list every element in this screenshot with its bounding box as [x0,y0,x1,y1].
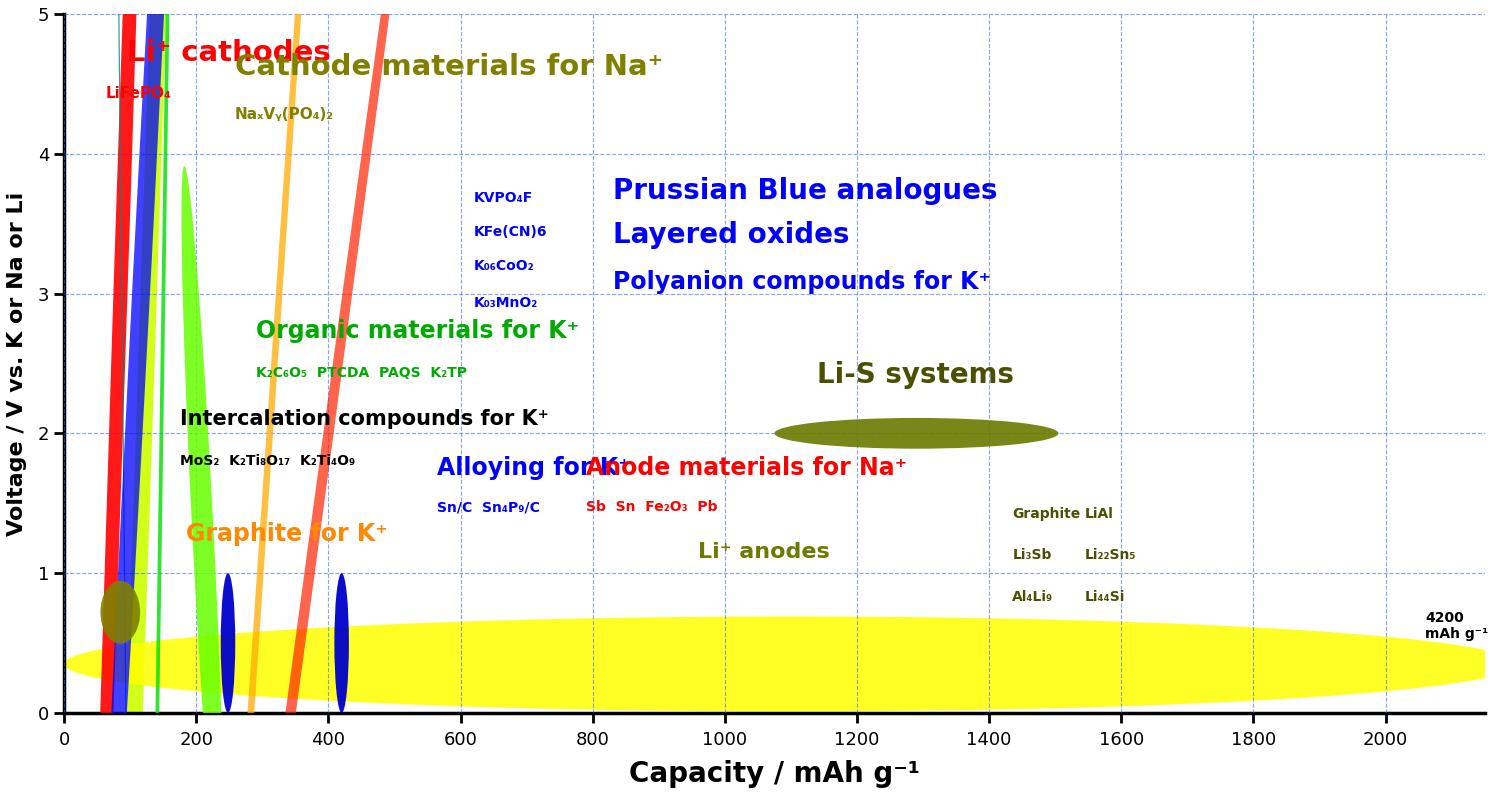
Ellipse shape [221,573,235,713]
Y-axis label: Voltage / V vs. K or Na or Li: Voltage / V vs. K or Na or Li [8,192,27,536]
Text: K₀₃MnO₂: K₀₃MnO₂ [474,297,538,310]
Ellipse shape [134,0,190,795]
Text: Li-S systems: Li-S systems [818,361,1015,389]
Text: MoS₂  K₂Ti₈O₁₇  K₂Ti₄O₉: MoS₂ K₂Ti₈O₁₇ K₂Ti₄O₉ [179,454,355,468]
Ellipse shape [774,418,1059,448]
Text: Prussian Blue analogues: Prussian Blue analogues [613,177,997,205]
X-axis label: Capacity / mAh g⁻¹: Capacity / mAh g⁻¹ [630,760,920,788]
Ellipse shape [84,0,215,795]
Text: Graphite for K⁺: Graphite for K⁺ [187,522,389,546]
Text: Sn/C  Sn₄P₉/C: Sn/C Sn₄P₉/C [437,500,541,514]
Text: Polyanion compounds for K⁺: Polyanion compounds for K⁺ [613,270,991,294]
Text: Organic materials for K⁺: Organic materials for K⁺ [256,320,578,343]
Ellipse shape [80,0,164,795]
Text: 4200
mAh g⁻¹: 4200 mAh g⁻¹ [1425,611,1488,642]
Text: KVPO₄F: KVPO₄F [474,192,533,205]
Text: Anode materials for Na⁺: Anode materials for Na⁺ [586,456,907,480]
Text: KFe(CN)6: KFe(CN)6 [474,225,547,239]
Text: Sb  Sn  Fe₂O₃  Pb: Sb Sn Fe₂O₃ Pb [586,500,717,514]
Text: Li₃Sb: Li₃Sb [1012,548,1051,562]
Text: Graphite: Graphite [1012,507,1080,522]
Ellipse shape [101,0,149,795]
Text: K₀₆CoO₂: K₀₆CoO₂ [474,258,535,273]
Ellipse shape [95,0,190,795]
Text: LiAl: LiAl [1084,507,1114,522]
Text: LiFePO₄: LiFePO₄ [105,86,172,101]
Ellipse shape [334,573,349,713]
Text: Layered oxides: Layered oxides [613,221,849,249]
Text: Alloying for K⁺: Alloying for K⁺ [437,456,631,480]
Text: Li⁺ anodes: Li⁺ anodes [699,542,830,562]
Ellipse shape [101,581,140,644]
Ellipse shape [65,616,1506,712]
Text: Li⁺ cathodes: Li⁺ cathodes [127,39,331,67]
Ellipse shape [181,166,224,795]
Text: Li₂₂Sn₅: Li₂₂Sn₅ [1084,548,1137,562]
Text: Al₄Li₉: Al₄Li₉ [1012,590,1054,604]
Text: Intercalation compounds for K⁺: Intercalation compounds for K⁺ [179,409,548,429]
Text: Cathode materials for Na⁺: Cathode materials for Na⁺ [235,53,663,81]
Text: Li₄₄Si: Li₄₄Si [1084,590,1125,604]
Text: NaₓVᵧ(PO₄)₂: NaₓVᵧ(PO₄)₂ [235,107,334,122]
Text: K₂C₆O₅  PTCDA  PAQS  K₂TP: K₂C₆O₅ PTCDA PAQS K₂TP [256,366,467,380]
Ellipse shape [123,0,387,795]
Ellipse shape [154,0,450,795]
